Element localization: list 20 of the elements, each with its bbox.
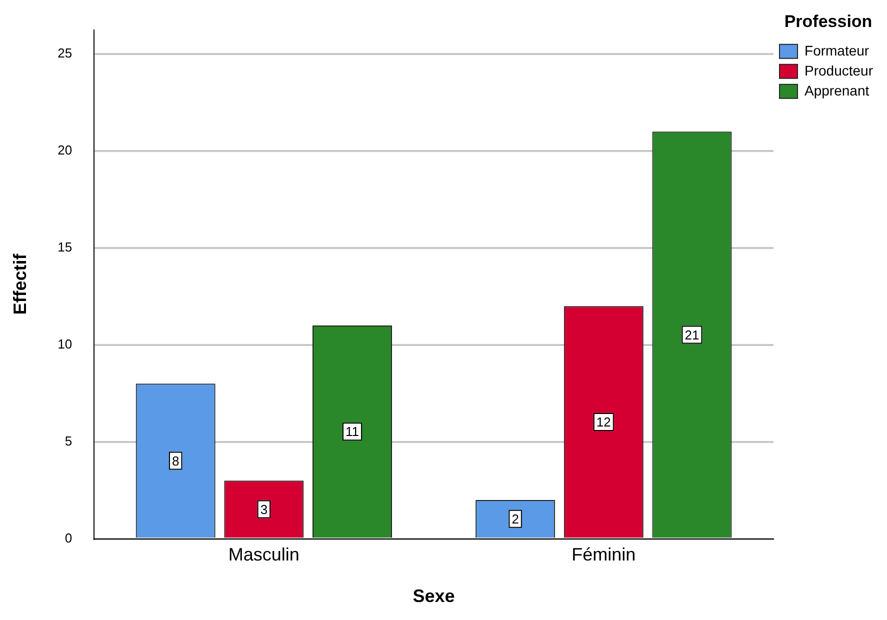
legend-label: Apprenant bbox=[804, 82, 870, 98]
y-tick-label: 5 bbox=[64, 433, 72, 448]
y-tick-label: 15 bbox=[58, 240, 72, 255]
y-tick-label: 10 bbox=[58, 336, 72, 352]
y-tick-label: 0 bbox=[64, 530, 72, 546]
data-label: 11 bbox=[346, 424, 360, 440]
y-tick-label: 20 bbox=[58, 142, 72, 158]
legend-label: Formateur bbox=[804, 42, 870, 58]
data-label: 12 bbox=[596, 414, 611, 430]
data-label: 3 bbox=[260, 502, 268, 517]
legend-title: Profession bbox=[784, 12, 872, 32]
data-label: 21 bbox=[684, 327, 700, 342]
y-tick-label: 25 bbox=[58, 46, 72, 61]
x-tick-label: Féminin bbox=[572, 544, 636, 565]
y-axis-title: Effectif bbox=[10, 252, 30, 315]
x-axis-title: Sexe bbox=[412, 586, 455, 606]
x-tick-label: Masculin bbox=[228, 544, 300, 565]
data-label: 8 bbox=[172, 453, 180, 468]
data-label: 2 bbox=[512, 511, 519, 526]
legend-label: Producteur bbox=[804, 62, 874, 78]
